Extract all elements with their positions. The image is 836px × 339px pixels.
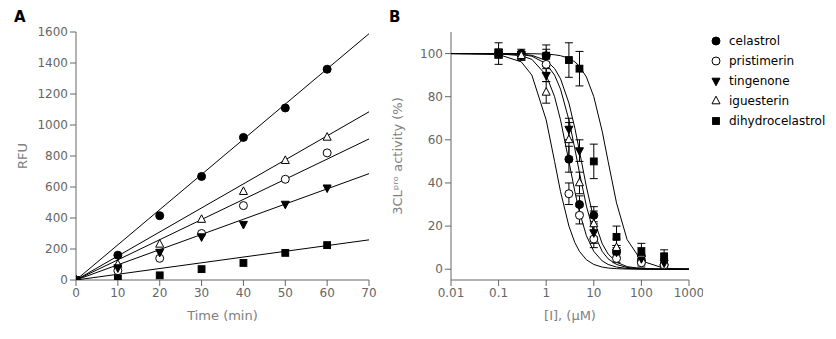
svg-text:40: 40 bbox=[236, 286, 251, 300]
svg-text:70: 70 bbox=[361, 286, 376, 300]
html-text:A: A bbox=[14, 8, 26, 26]
svg-text:80: 80 bbox=[428, 90, 443, 104]
svg-text:3CLᵖʳᵒ activity (%): 3CLᵖʳᵒ activity (%) bbox=[390, 97, 405, 215]
svg-text:200: 200 bbox=[45, 242, 68, 256]
svg-text:60: 60 bbox=[428, 133, 443, 147]
html-text:B: B bbox=[389, 8, 401, 26]
svg-text:1000: 1000 bbox=[37, 118, 68, 132]
svg-text:0: 0 bbox=[60, 273, 68, 287]
svg-text:50: 50 bbox=[278, 286, 293, 300]
svg-text:1000: 1000 bbox=[674, 286, 703, 300]
svg-text:1200: 1200 bbox=[37, 87, 68, 101]
html-text:iguesterin: iguesterin bbox=[729, 94, 790, 108]
svg-text:400: 400 bbox=[45, 211, 68, 225]
svg-text:20: 20 bbox=[428, 219, 443, 233]
html-text:tingenone: tingenone bbox=[729, 74, 790, 88]
svg-text:[I], (μM): [I], (μM) bbox=[544, 308, 596, 323]
svg-text:10: 10 bbox=[110, 286, 125, 300]
svg-text:100: 100 bbox=[630, 286, 653, 300]
svg-text:1600: 1600 bbox=[37, 25, 68, 39]
svg-text:20: 20 bbox=[152, 286, 167, 300]
html-text:celastrol: celastrol bbox=[729, 34, 780, 48]
svg-text:1: 1 bbox=[542, 286, 550, 300]
svg-text:0.1: 0.1 bbox=[489, 286, 508, 300]
svg-text:40: 40 bbox=[428, 176, 443, 190]
svg-text:100: 100 bbox=[420, 47, 443, 61]
svg-text:Time (min): Time (min) bbox=[186, 308, 258, 323]
svg-text:0: 0 bbox=[72, 286, 80, 300]
html-text:dihydrocelastrol: dihydrocelastrol bbox=[729, 114, 826, 128]
svg-text:10: 10 bbox=[586, 286, 601, 300]
html-text:pristimerin: pristimerin bbox=[729, 54, 795, 68]
svg-text:60: 60 bbox=[320, 286, 335, 300]
svg-text:30: 30 bbox=[194, 286, 209, 300]
svg-text:0: 0 bbox=[435, 262, 443, 276]
svg-text:0.01: 0.01 bbox=[438, 286, 465, 300]
svg-text:RFU: RFU bbox=[15, 143, 30, 169]
svg-text:800: 800 bbox=[45, 149, 68, 163]
svg-text:600: 600 bbox=[45, 180, 68, 194]
svg-text:1400: 1400 bbox=[37, 56, 68, 70]
